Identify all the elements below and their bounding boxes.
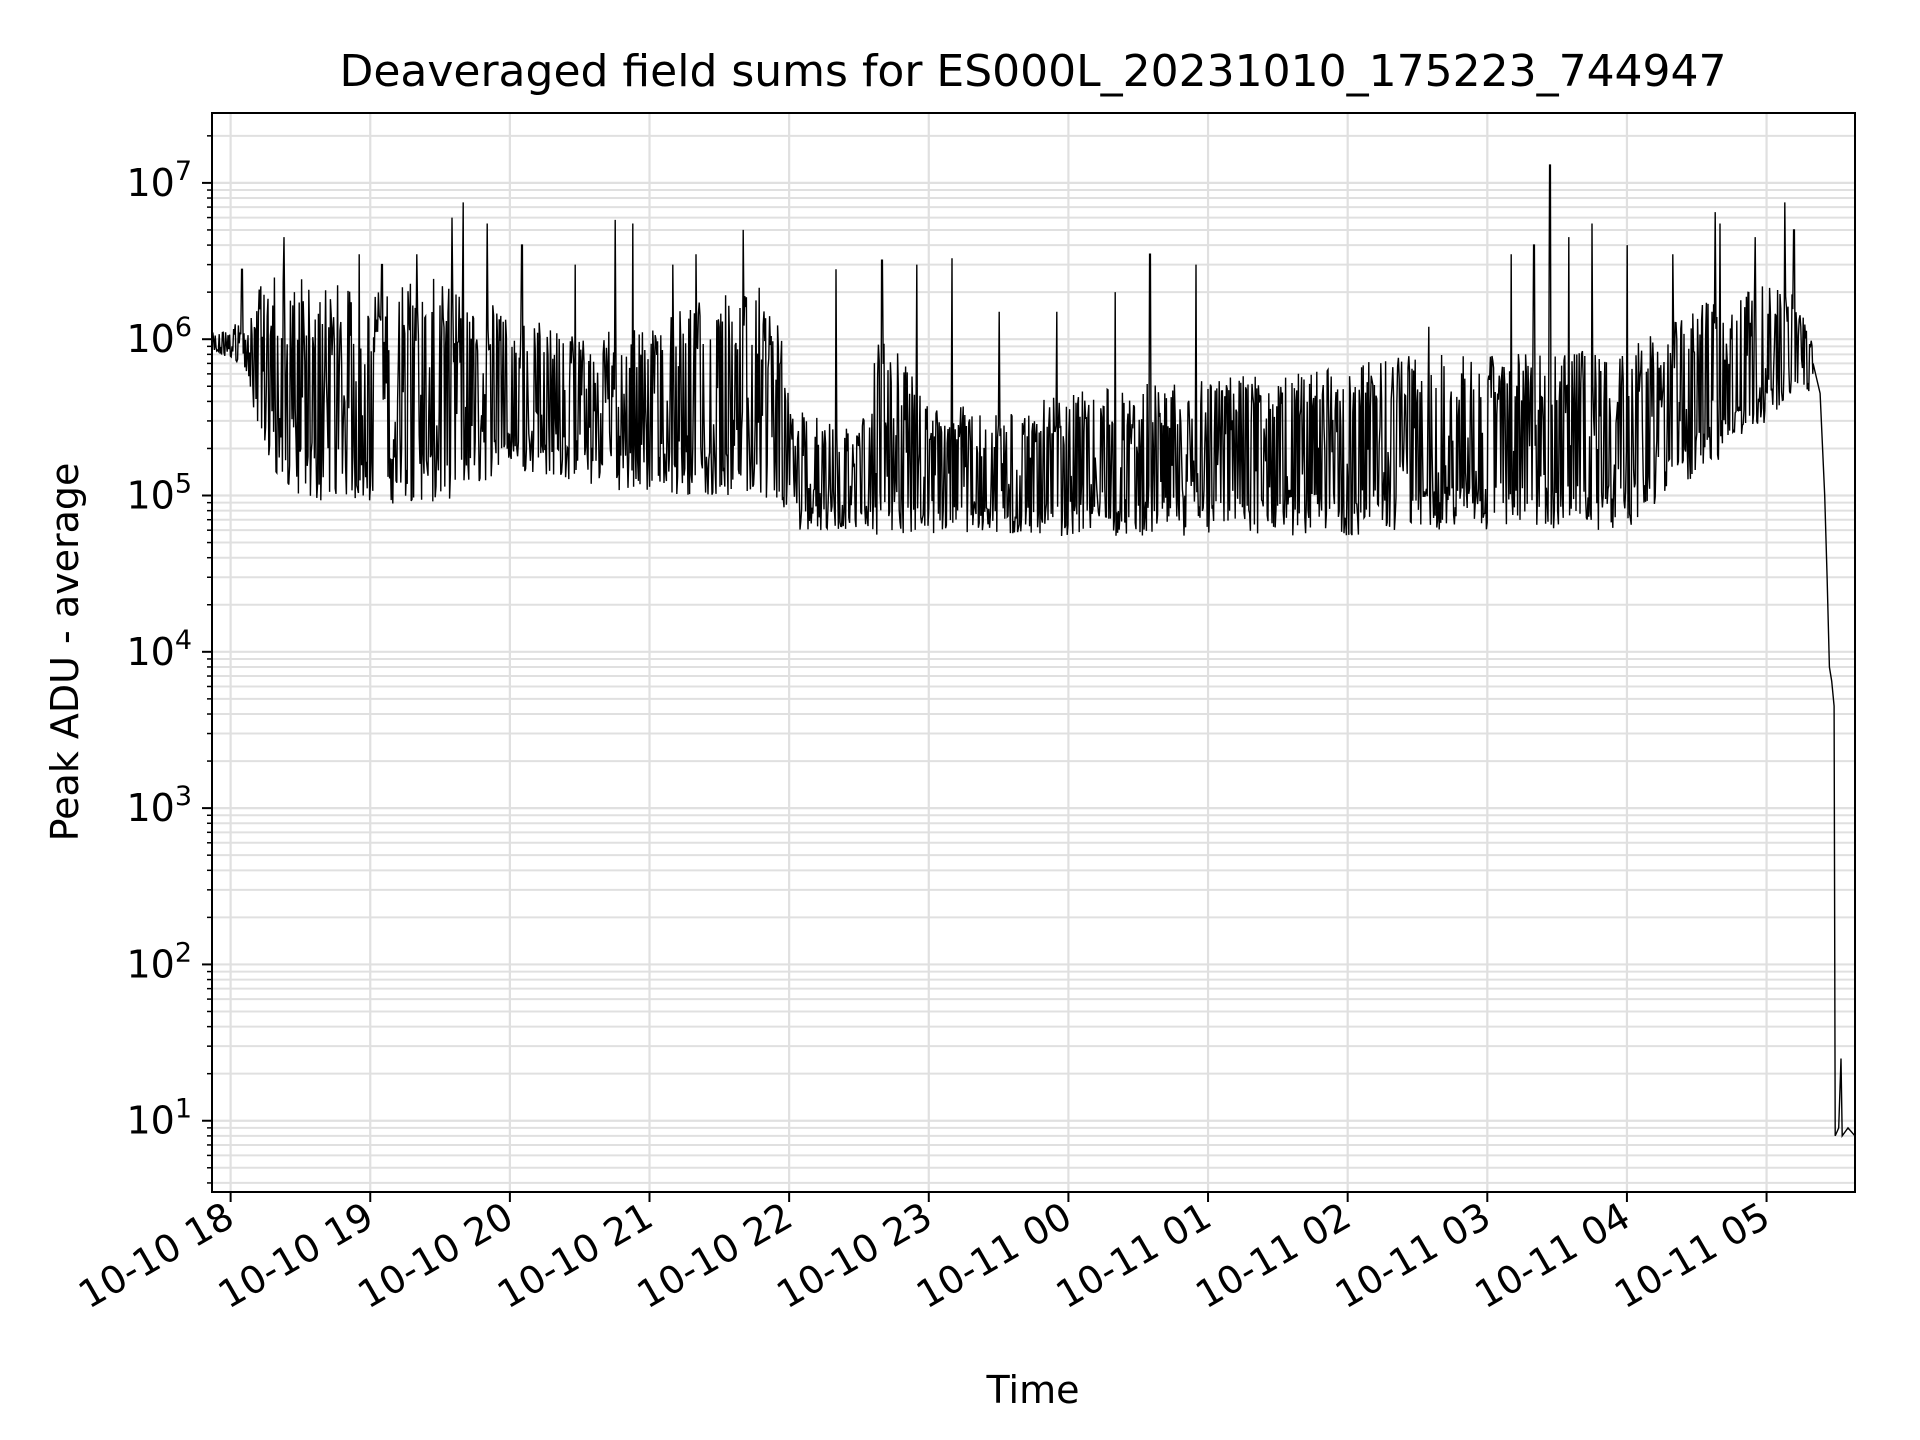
series-layer [211, 164, 1856, 1139]
y-tick-label: 103 [126, 781, 192, 830]
y-tick-label: 102 [126, 937, 192, 986]
y-tick-label: 101 [126, 1094, 192, 1143]
y-tick-label: 107 [126, 156, 192, 205]
y-axis: 101 102 103 104 105 106 107 [126, 135, 212, 1184]
grid [212, 113, 1855, 1192]
y-axis-label: Peak ADU - average [43, 463, 87, 842]
y-tick-label: 104 [126, 625, 192, 674]
y-tick-label: 105 [126, 469, 192, 518]
chart-title: Deaveraged field sums for ES000L_2023101… [339, 46, 1726, 97]
series-line [211, 164, 1856, 1139]
x-axis-label: Time [986, 1368, 1080, 1412]
y-tick-label: 106 [126, 312, 192, 361]
